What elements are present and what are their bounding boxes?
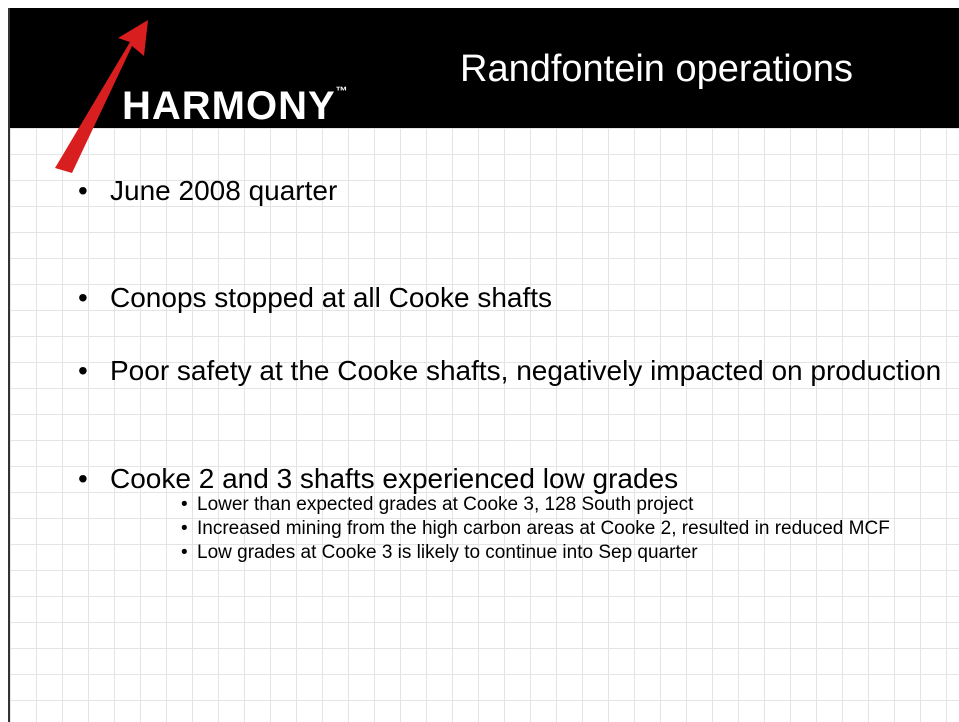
sub-bullet: Lower than expected grades at Cooke 3, 1… [181, 495, 942, 516]
bullet-text: Conops stopped at all Cooke shafts [110, 282, 553, 313]
logo-mark: ™ [335, 84, 349, 98]
sub-bullet: Low grades at Cooke 3 is likely to conti… [181, 543, 942, 564]
bullet-text: Poor safety at the Cooke shafts, negativ… [110, 355, 942, 386]
bullet: Cooke 2 and 3 shafts experienced low gra… [78, 463, 950, 564]
bullet: Conops stopped at all Cooke shafts [78, 282, 950, 313]
logo: HARMONY™ [122, 84, 349, 129]
bullet-text: Cooke 2 and 3 shafts experienced low gra… [110, 463, 679, 494]
sub-bullet: Increased mining from the high carbon ar… [181, 519, 942, 540]
bullet: June 2008 quarter [78, 175, 950, 206]
header-band [10, 8, 959, 128]
logo-arrow [55, 20, 148, 173]
slide: HARMONY™ Randfontein operations June 200… [8, 8, 959, 722]
logo-text: HARMONY [122, 84, 336, 128]
arrow-shape [55, 20, 148, 173]
bullet-text: June 2008 quarter [110, 175, 338, 206]
slide-title: Randfontein operations [460, 48, 853, 90]
bullet: Poor safety at the Cooke shafts, negativ… [78, 355, 950, 386]
